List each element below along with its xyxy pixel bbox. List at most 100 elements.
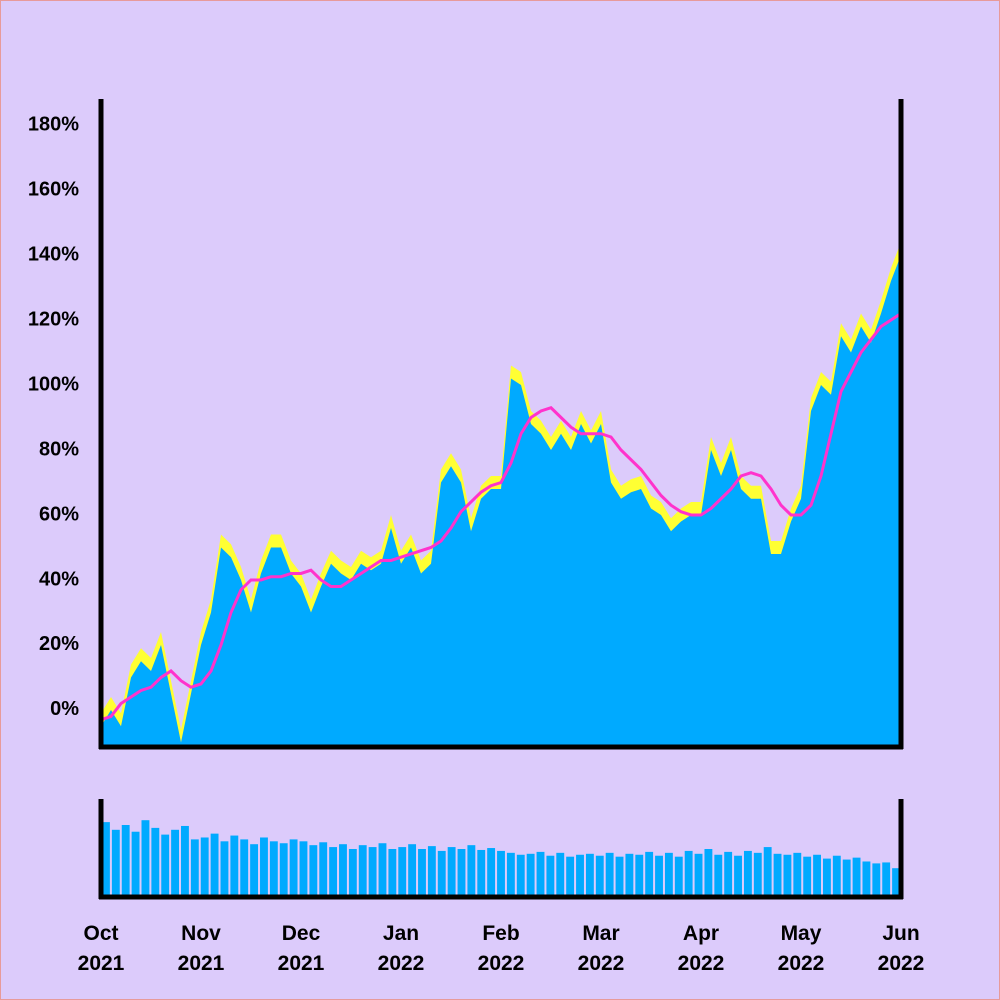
volume-bar bbox=[585, 853, 594, 897]
volume-bar bbox=[427, 846, 436, 897]
volume-bar bbox=[457, 849, 466, 897]
volume-bar bbox=[852, 857, 861, 897]
volume-bar bbox=[595, 855, 604, 897]
y-tick-label: 120% bbox=[28, 308, 79, 330]
volume-bar bbox=[882, 862, 891, 897]
volume-bar bbox=[753, 852, 762, 897]
volume-bar bbox=[447, 847, 456, 897]
volume-bar bbox=[842, 859, 851, 897]
x-tick-label: Mar 2022 bbox=[577, 922, 625, 975]
volume-panel bbox=[102, 820, 900, 897]
volume-bar bbox=[813, 854, 821, 897]
volume-bar bbox=[783, 854, 792, 897]
volume-bar bbox=[793, 852, 802, 897]
volume-bar bbox=[655, 855, 663, 897]
y-tick-label: 180% bbox=[28, 113, 79, 135]
volume-bar bbox=[111, 829, 120, 897]
x-tick-label: Oct 2021 bbox=[77, 922, 125, 975]
volume-bar bbox=[694, 853, 703, 897]
volume-bar bbox=[645, 851, 654, 897]
volume-bar bbox=[862, 861, 871, 897]
volume-bar bbox=[418, 849, 426, 897]
volume-bar bbox=[516, 854, 525, 897]
volume-bar bbox=[378, 843, 387, 897]
volume-bar bbox=[121, 825, 130, 897]
y-axis: 0% 20% 40% 60% 80% 100% 120% 140% 160% 180% bbox=[28, 113, 79, 720]
y-tick-label: 20% bbox=[39, 633, 79, 655]
frame bbox=[98, 99, 904, 900]
volume-bar bbox=[536, 851, 545, 897]
volume-bar bbox=[210, 833, 219, 897]
volume-bar bbox=[319, 842, 328, 897]
volume-bar bbox=[358, 845, 367, 897]
volume-bar bbox=[171, 829, 180, 897]
area bbox=[101, 255, 901, 747]
volume-bar bbox=[605, 852, 614, 897]
price-panel bbox=[101, 242, 901, 747]
x-tick-label: Apr 2022 bbox=[677, 922, 725, 975]
y-tick-label: 140% bbox=[28, 243, 79, 265]
y-tick-label: 100% bbox=[28, 373, 79, 395]
volume-bar bbox=[260, 837, 268, 897]
volume-bar bbox=[674, 856, 683, 897]
volume-bar bbox=[664, 852, 673, 897]
x-tick-label: Feb 2022 bbox=[477, 922, 525, 975]
volume-bar bbox=[181, 825, 189, 897]
volume-bar bbox=[724, 851, 733, 897]
volume-bar bbox=[714, 854, 723, 897]
volume-bar bbox=[348, 849, 357, 897]
moving-average bbox=[101, 312, 901, 722]
volume-bar bbox=[388, 849, 397, 897]
x-tick-label: Jun 2022 bbox=[877, 922, 925, 975]
volume-bar bbox=[368, 847, 377, 897]
x-tick-label: Nov 2021 bbox=[177, 922, 225, 975]
x-tick-label: Jan 2022 bbox=[377, 922, 425, 975]
volume-bar bbox=[299, 841, 308, 897]
volume-bar bbox=[487, 848, 496, 897]
volume-bar bbox=[704, 849, 713, 897]
volume-bar bbox=[526, 853, 535, 897]
volume-bar bbox=[546, 855, 555, 897]
x-tick-label: Dec 2021 bbox=[277, 922, 325, 975]
volume-bar bbox=[773, 853, 782, 897]
y-tick-label: 40% bbox=[39, 568, 79, 590]
volume-bar bbox=[803, 856, 812, 897]
volume-bar bbox=[892, 868, 900, 897]
x-tick-label: May 2022 bbox=[777, 922, 825, 975]
volume-bar bbox=[269, 841, 278, 897]
volume-bar bbox=[151, 827, 160, 897]
volume-bar bbox=[279, 843, 288, 897]
volume-bar bbox=[240, 839, 249, 897]
volume-bar bbox=[763, 847, 772, 897]
volume-bar bbox=[477, 849, 486, 897]
volume-bar bbox=[329, 847, 338, 897]
volume-bar bbox=[497, 850, 505, 897]
volume-bar bbox=[437, 850, 446, 897]
volume-bar bbox=[734, 855, 742, 897]
volume-bar bbox=[339, 844, 347, 897]
volume-bar bbox=[131, 831, 140, 897]
volume-bar bbox=[743, 850, 752, 897]
volume-bar bbox=[220, 841, 229, 897]
volume-bar bbox=[467, 845, 476, 897]
volume-bar bbox=[398, 847, 407, 897]
volume-bar bbox=[200, 837, 209, 897]
volume-bar bbox=[832, 855, 841, 897]
volume-bar bbox=[872, 863, 881, 897]
volume-bar bbox=[250, 844, 259, 897]
y-tick-label: 160% bbox=[28, 178, 79, 200]
y-tick-label: 80% bbox=[39, 438, 79, 460]
volume-bar bbox=[190, 839, 199, 897]
volume-bar bbox=[625, 853, 634, 897]
y-tick-label: 0% bbox=[50, 698, 79, 720]
volume-bar bbox=[684, 850, 693, 897]
volume-bar bbox=[556, 852, 565, 897]
y-tick-label: 60% bbox=[39, 503, 79, 525]
volume-bar bbox=[822, 858, 831, 897]
volume-bar bbox=[615, 856, 624, 897]
volume-bar bbox=[506, 852, 515, 897]
volume-bar bbox=[576, 854, 584, 897]
volume-bar bbox=[141, 820, 150, 897]
volume-bar bbox=[635, 854, 644, 897]
